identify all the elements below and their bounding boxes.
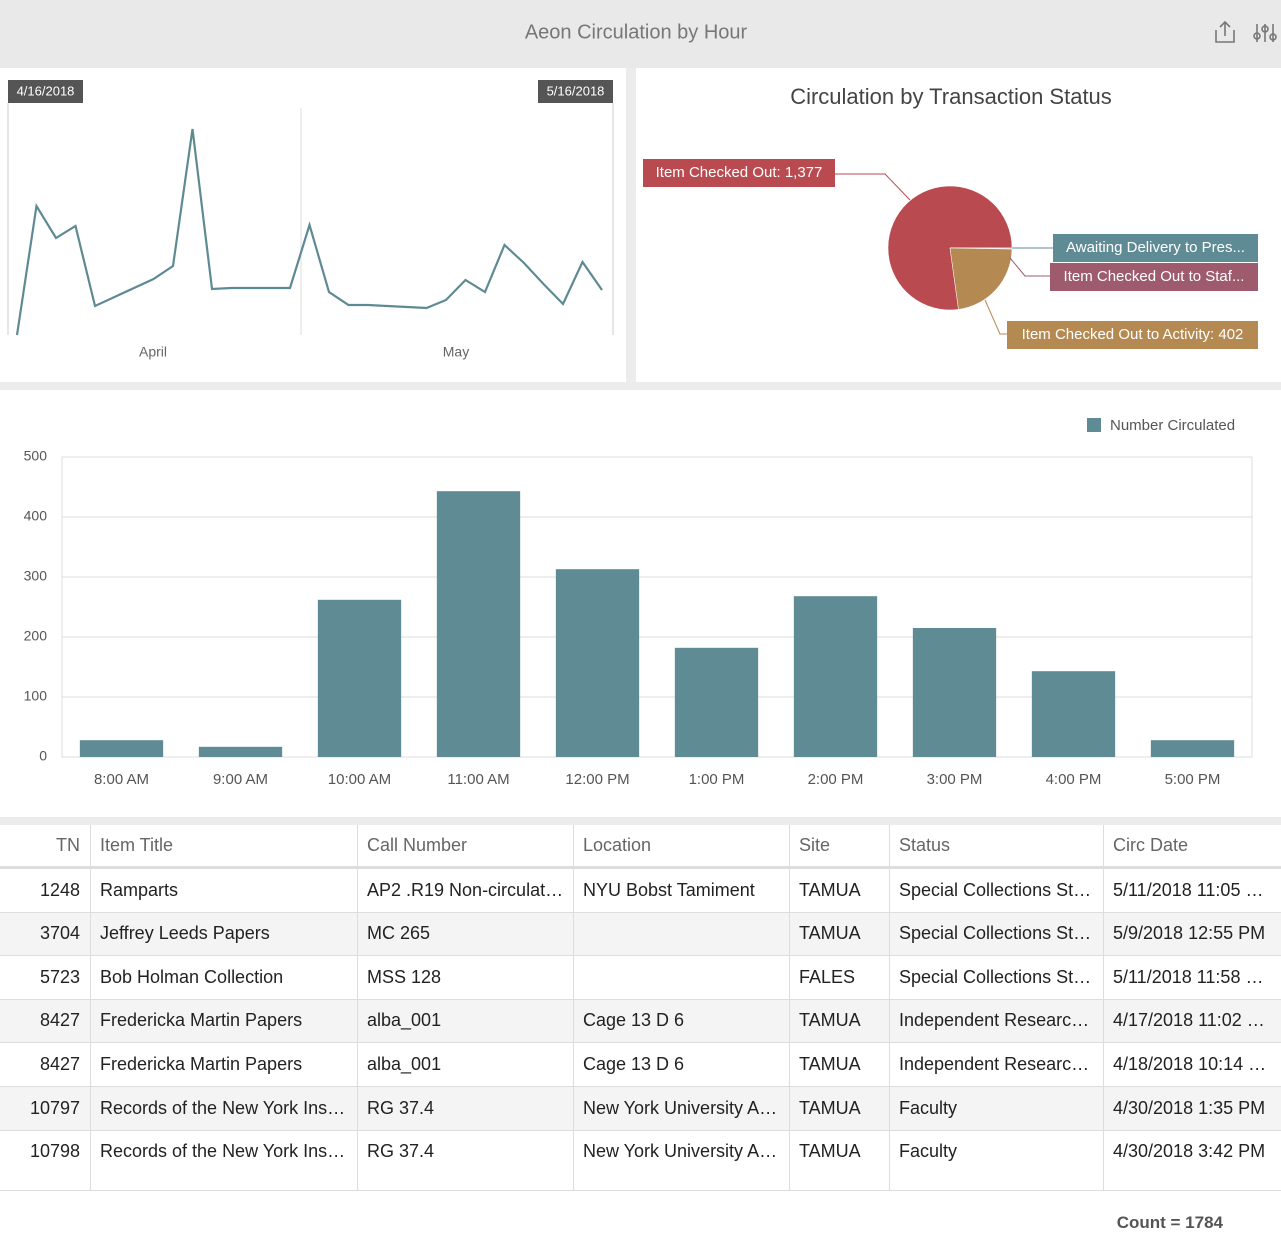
count-label: Count = 1784: [1117, 1213, 1223, 1233]
x-tick-label: 2:00 PM: [808, 771, 864, 788]
table-cell: Bob Holman Collection: [90, 955, 357, 999]
table-cell: 8427: [0, 1042, 90, 1086]
table-cell: Fredericka Martin Papers: [90, 1042, 357, 1086]
column-header: Status: [889, 825, 1103, 866]
table-cell: Records of the New York Ins…: [90, 1130, 357, 1173]
table-cell: 1248: [0, 868, 90, 912]
dashboard: Aeon Circulation by Hour 4/16/2018 5/16/2…: [0, 0, 1281, 825]
legend-label: Number Circulated: [1110, 417, 1235, 434]
table-cell: 10798: [0, 1130, 90, 1173]
table-cell: Cage 13 D 6: [573, 1042, 789, 1086]
table-cell: Special Collections St…: [889, 955, 1103, 999]
bar: [556, 569, 639, 757]
table-cell: Faculty: [889, 1086, 1103, 1130]
table-cell: 4/30/2018 1:35 PM: [1103, 1086, 1281, 1130]
table-cell: New York University A…: [573, 1130, 789, 1173]
x-tick-label: 4:00 PM: [1046, 771, 1102, 788]
bar: [794, 596, 877, 757]
table-cell: Jeffrey Leeds Papers: [90, 912, 357, 955]
table-cell: Special Collections St…: [889, 868, 1103, 912]
table-cell: AP2 .R19 Non-circulat…: [357, 868, 573, 912]
date-flag-label: 4/16/2018: [17, 83, 75, 98]
x-tick-label: 11:00 AM: [447, 771, 509, 788]
footer: Count = 1784: [0, 1190, 1281, 1242]
column-header: Call Number: [357, 825, 573, 866]
bar: [318, 600, 401, 757]
column-header: Item Title: [90, 825, 357, 866]
slice-label: Item Checked Out to Staf...: [1064, 268, 1245, 285]
slice-label: Item Checked Out to Activity: 402: [1022, 326, 1244, 343]
table-cell: 5/9/2018 12:55 PM: [1103, 912, 1281, 955]
bar: [913, 628, 996, 757]
dashboard-title: Aeon Circulation by Hour: [525, 21, 748, 43]
table-cell: New York University A…: [573, 1086, 789, 1130]
legend-swatch: [1087, 418, 1101, 432]
table-cell: alba_001: [357, 1042, 573, 1086]
table-cell: 3704: [0, 912, 90, 955]
table-cell: TAMUA: [789, 1130, 889, 1173]
table-cell: TAMUA: [789, 999, 889, 1042]
month-label: May: [443, 344, 469, 360]
table-cell: MC 265: [357, 912, 573, 955]
column-header: Circ Date: [1103, 825, 1281, 866]
table-cell: Faculty: [889, 1130, 1103, 1173]
table-cell: 4/30/2018 3:42 PM: [1103, 1130, 1281, 1173]
y-tick-label: 500: [24, 448, 48, 464]
bar: [675, 648, 758, 757]
table-cell: 5723: [0, 955, 90, 999]
table-cell: TAMUA: [789, 1042, 889, 1086]
column-header: Location: [573, 825, 789, 866]
table-cell: 8427: [0, 999, 90, 1042]
table-cell: Special Collections St…: [889, 912, 1103, 955]
x-tick-label: 3:00 PM: [927, 771, 983, 788]
table-cell: TAMUA: [789, 912, 889, 955]
y-tick-label: 400: [24, 508, 48, 524]
x-tick-label: 9:00 AM: [213, 771, 268, 788]
table-cell: 4/17/2018 11:02 …: [1103, 999, 1281, 1042]
table-cell: MSS 128: [357, 955, 573, 999]
bar: [437, 491, 520, 757]
bar: [1032, 671, 1115, 757]
table-cell: 4/18/2018 10:14 …: [1103, 1042, 1281, 1086]
month-label: April: [139, 344, 167, 360]
table-cell: alba_001: [357, 999, 573, 1042]
column-header: TN: [0, 825, 90, 866]
table-cell: Fredericka Martin Papers: [90, 999, 357, 1042]
pie-title: Circulation by Transaction Status: [790, 84, 1112, 109]
table-cell: Cage 13 D 6: [573, 999, 789, 1042]
y-tick-label: 100: [24, 688, 48, 704]
x-tick-label: 12:00 PM: [565, 771, 629, 788]
table-cell: Independent Researc…: [889, 999, 1103, 1042]
y-tick-label: 300: [24, 568, 48, 584]
table-cell: Ramparts: [90, 868, 357, 912]
table-cell: FALES: [789, 955, 889, 999]
bar: [80, 740, 163, 757]
table-cell: TAMUA: [789, 1086, 889, 1130]
settings-icon[interactable]: [1254, 24, 1276, 42]
date-flag-label: 5/16/2018: [547, 83, 605, 98]
y-tick-label: 200: [24, 628, 48, 644]
table-cell: 10797: [0, 1086, 90, 1130]
column-header: Site: [789, 825, 889, 866]
table-cell: RG 37.4: [357, 1130, 573, 1173]
table-cell: Records of the New York Ins…: [90, 1086, 357, 1130]
table-cell: NYU Bobst Tamiment: [573, 868, 789, 912]
x-tick-label: 5:00 PM: [1165, 771, 1221, 788]
table-cell: TAMUA: [789, 868, 889, 912]
timeline-panel: [0, 68, 626, 382]
x-tick-label: 8:00 AM: [94, 771, 149, 788]
bar: [1151, 740, 1234, 757]
table-cell: 5/11/2018 11:58 …: [1103, 955, 1281, 999]
table-cell: RG 37.4: [357, 1086, 573, 1130]
slice-label: Awaiting Delivery to Pres...: [1066, 239, 1245, 256]
table-cell: 5/11/2018 11:05 …: [1103, 868, 1281, 912]
y-tick-label: 0: [39, 748, 47, 764]
bar: [199, 747, 282, 757]
x-tick-label: 1:00 PM: [689, 771, 745, 788]
table-cell: Independent Researc…: [889, 1042, 1103, 1086]
slice-label: Item Checked Out: 1,377: [656, 164, 823, 181]
x-tick-label: 10:00 AM: [328, 771, 391, 788]
